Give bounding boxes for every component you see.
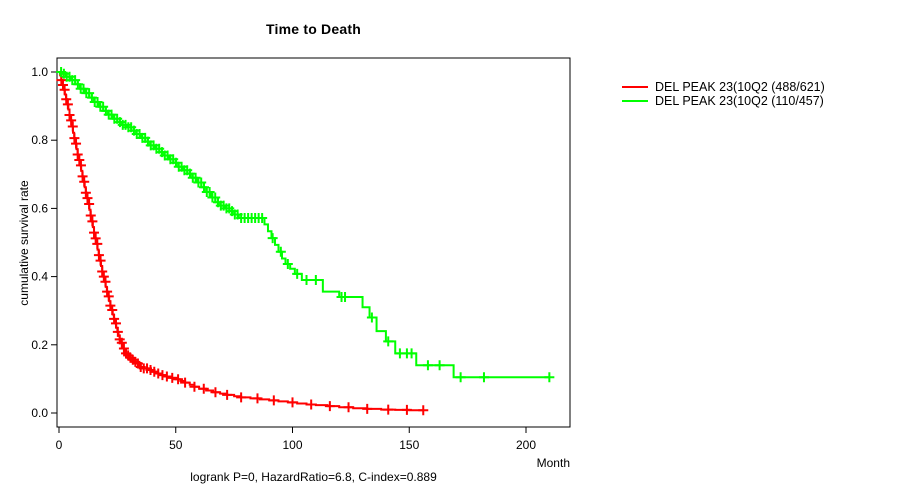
chart-title: Time to Death xyxy=(266,21,361,37)
y-axis-title: cumulative survival rate xyxy=(17,180,31,306)
legend-line-green-icon xyxy=(622,100,648,102)
y-axis-tick-label: 0.6 xyxy=(31,201,48,215)
plot-frame xyxy=(56,57,571,428)
legend-label-group1: DEL PEAK 23(10Q2 (488/621) xyxy=(655,80,825,94)
red-survival-curve-censor-marks xyxy=(56,75,429,416)
green-survival-curve-censor-marks xyxy=(56,67,555,383)
x-axis-tick-label: 100 xyxy=(282,438,302,452)
logrank-stats-caption: logrank P=0, HazardRatio=6.8, C-index=0.… xyxy=(190,470,437,484)
green-survival-curve-path xyxy=(59,71,550,379)
x-axis-tick-label: 150 xyxy=(399,438,419,452)
legend: DEL PEAK 23(10Q2 (488/621) DEL PEAK 23(1… xyxy=(622,80,825,108)
y-axis-tick-label: 0.4 xyxy=(31,270,48,284)
x-axis-tick-label: 50 xyxy=(169,438,183,452)
legend-item-group2: DEL PEAK 23(10Q2 (110/457) xyxy=(622,94,825,108)
y-axis-tick-label: 1.0 xyxy=(31,65,48,79)
y-axis-tick-label: 0.0 xyxy=(31,406,48,420)
x-axis-title: Month xyxy=(536,456,570,470)
legend-item-group1: DEL PEAK 23(10Q2 (488/621) xyxy=(622,80,825,94)
y-axis-tick-label: 0.2 xyxy=(31,338,48,352)
legend-line-red-icon xyxy=(622,86,648,88)
legend-label-group2: DEL PEAK 23(10Q2 (110/457) xyxy=(655,94,824,108)
y-axis-tick-label: 0.8 xyxy=(31,133,48,147)
red-survival-curve xyxy=(56,71,429,416)
x-axis-tick-label: 0 xyxy=(56,438,63,452)
green-survival-curve xyxy=(56,67,555,383)
x-axis-tick-label: 200 xyxy=(516,438,536,452)
